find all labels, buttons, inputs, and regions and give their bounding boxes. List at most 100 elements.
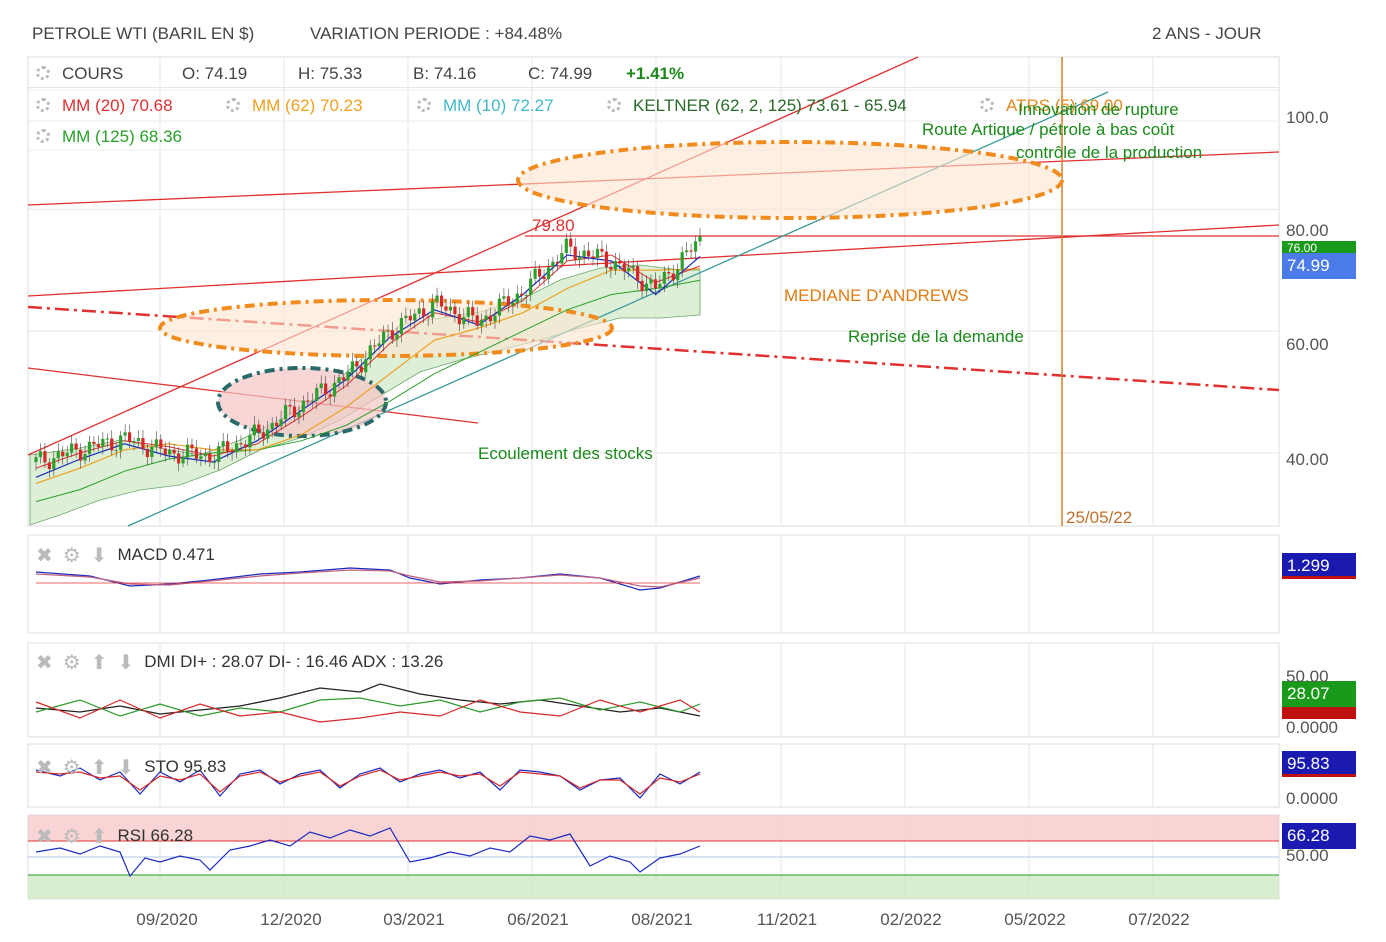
candle-body — [457, 314, 461, 325]
candle-body — [306, 400, 310, 402]
gear-icon[interactable] — [36, 66, 50, 80]
ellipse-production — [516, 140, 1064, 220]
candle-body — [667, 271, 671, 274]
candle-body — [114, 450, 118, 452]
candle-body — [533, 268, 537, 279]
gear-icon[interactable]: ⚙ — [62, 652, 81, 674]
candle-body — [96, 444, 100, 448]
close-icon[interactable]: ✖ — [36, 757, 53, 779]
gear-icon[interactable] — [417, 98, 431, 112]
arrow-up-icon[interactable]: ⬆ — [90, 652, 108, 674]
macd-panel-header: ✖ ⚙ ⬇ MACD 0.471 — [36, 543, 215, 568]
candle-body — [582, 250, 586, 257]
candle-body — [208, 453, 212, 463]
annotation-controle: contrôle de la production — [1016, 143, 1203, 162]
candle-body — [261, 432, 265, 439]
candle-body — [546, 267, 551, 280]
close-icon[interactable]: ✖ — [36, 826, 53, 848]
candle-body — [573, 246, 577, 261]
arrow-down-icon[interactable]: ⬇ — [90, 545, 108, 567]
candle-body — [511, 302, 515, 306]
mm10-label: MM (10) 72.27 — [443, 96, 554, 115]
gear-icon[interactable]: ⚙ — [62, 545, 81, 567]
gear-icon[interactable] — [226, 98, 240, 112]
candle-body — [301, 400, 305, 413]
legend-mm62[interactable]: MM (62) 70.23 — [226, 96, 363, 116]
legend-high: H: 75.33 — [298, 64, 363, 83]
gear-icon[interactable] — [607, 98, 621, 112]
candle-body — [520, 293, 524, 296]
gear-icon[interactable] — [36, 98, 50, 112]
candle-body — [586, 250, 591, 257]
candle-body — [689, 250, 693, 252]
candle-body — [78, 449, 83, 461]
legend-cours[interactable]: COURS — [36, 64, 123, 84]
candle-body — [671, 273, 675, 281]
candle-body — [471, 307, 475, 316]
candle-body — [212, 462, 216, 464]
candle-body — [622, 263, 626, 272]
sto-d-line — [35, 769, 701, 795]
arrow-down-icon[interactable]: ⬇ — [117, 757, 135, 779]
legend-mm10[interactable]: MM (10) 72.27 — [417, 96, 554, 116]
candle-body — [181, 457, 185, 464]
candle-body — [154, 439, 158, 447]
candle-body — [257, 424, 261, 433]
candle-body — [288, 404, 292, 407]
candle-body — [61, 451, 65, 457]
cours-label: COURS — [62, 64, 124, 83]
legend-low: B: 74.16 — [413, 64, 477, 83]
candle-body — [480, 319, 484, 326]
price-candles — [34, 227, 702, 478]
trend-lines — [27, 56, 1280, 456]
candle-body — [190, 444, 194, 449]
arrow-up-icon[interactable]: ⬆ — [90, 757, 108, 779]
main-panel-frame — [27, 56, 1280, 527]
candle-body — [381, 331, 386, 344]
close-icon[interactable]: ✖ — [36, 652, 53, 674]
sto-label: STO — [144, 757, 179, 776]
period-selector[interactable]: 2 ANS - JOUR — [1152, 24, 1262, 43]
legend-mm125[interactable]: MM (125) 68.36 — [36, 127, 182, 147]
candle-body — [555, 261, 559, 264]
mm20-label: MM (20) 70.68 — [62, 96, 173, 115]
gear-icon[interactable]: ⚙ — [62, 826, 81, 848]
candle-body — [537, 268, 542, 277]
arrow-up-icon[interactable]: ⬆ — [90, 826, 108, 848]
candle-body — [136, 438, 141, 442]
candle-body — [252, 424, 256, 436]
y-tick-100: 100.0 — [1286, 108, 1329, 127]
candle-body — [355, 361, 359, 367]
candle-body — [417, 308, 421, 314]
sto-panel-header: ✖ ⚙ ⬆ ⬇ STO 95.83 — [36, 755, 226, 780]
gear-icon[interactable]: ⚙ — [62, 757, 81, 779]
sto-panel-frame — [27, 743, 1280, 808]
candle-body — [52, 458, 56, 469]
candle-body — [600, 248, 604, 252]
arrow-down-icon[interactable]: ⬇ — [117, 652, 135, 674]
candle-body — [564, 238, 568, 254]
y-tick-80: 80.00 — [1286, 221, 1329, 240]
dmi-minus-badge — [1282, 707, 1356, 719]
legend-atrs[interactable]: ATRS (5) 69.00 — [980, 96, 1123, 116]
macd-line — [35, 567, 701, 591]
candle-body — [560, 253, 564, 264]
gear-icon[interactable] — [980, 98, 994, 112]
legend-keltner[interactable]: KELTNER (62, 2, 125) 73.61 - 65.94 — [607, 96, 907, 116]
legend-close: C: 74.99 — [528, 64, 593, 83]
candle-body — [649, 279, 653, 284]
candle-body — [676, 269, 680, 281]
candle-body — [185, 444, 190, 458]
close-icon[interactable]: ✖ — [36, 545, 53, 567]
candle-body — [439, 295, 444, 307]
legend-mm20[interactable]: MM (20) 70.68 — [36, 96, 173, 116]
candle-body — [56, 451, 60, 459]
candle-body — [408, 315, 412, 321]
candle-body — [551, 261, 555, 268]
gear-icon[interactable] — [36, 129, 50, 143]
candle-body — [529, 278, 533, 295]
candle-body — [613, 261, 617, 270]
y-tick-60: 60.00 — [1286, 335, 1329, 354]
candle-body — [640, 280, 644, 292]
candle-body — [337, 377, 341, 383]
